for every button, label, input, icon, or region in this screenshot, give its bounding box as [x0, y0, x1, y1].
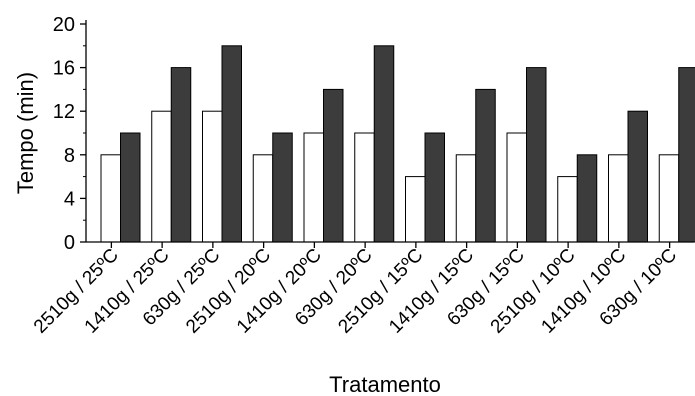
bar-11-series-1 [678, 67, 695, 243]
bar-4-series-1 [323, 88, 344, 243]
bar-3-series-0 [252, 154, 274, 243]
y-tick-label-0: 0 [64, 232, 75, 254]
y-tick-label-1: 4 [64, 188, 75, 210]
y-tick-label-3: 12 [53, 101, 75, 123]
bar-10-series-0 [608, 154, 629, 243]
bar-3-series-1 [272, 132, 293, 243]
bar-1-series-0 [151, 110, 172, 243]
bar-11-series-0 [658, 154, 680, 243]
bar-8-series-0 [506, 132, 527, 243]
bar-6-series-0 [405, 176, 426, 243]
bar-8-series-1 [526, 67, 547, 243]
bar-4-series-0 [303, 132, 324, 243]
bar-5-series-0 [354, 132, 375, 243]
bar-6-series-1 [424, 132, 445, 243]
bar-2-series-0 [202, 110, 223, 243]
bar-0-series-0 [100, 154, 121, 243]
bar-7-series-0 [455, 154, 477, 243]
x-axis-label: Tratamento [329, 372, 441, 396]
bar-9-series-0 [557, 176, 578, 243]
y-tick-label-2: 8 [64, 145, 75, 167]
y-tick-label-4: 16 [53, 58, 75, 80]
bar-10-series-1 [627, 110, 648, 243]
bar-9-series-1 [576, 154, 598, 243]
bar-2-series-1 [221, 45, 242, 243]
bar-0-series-1 [120, 132, 141, 243]
y-axis-label: Tempo (min) [13, 72, 38, 194]
bar-1-series-1 [170, 67, 192, 243]
bar-5-series-1 [373, 45, 395, 243]
y-tick-label-5: 20 [53, 14, 75, 36]
bar-7-series-1 [475, 88, 496, 243]
